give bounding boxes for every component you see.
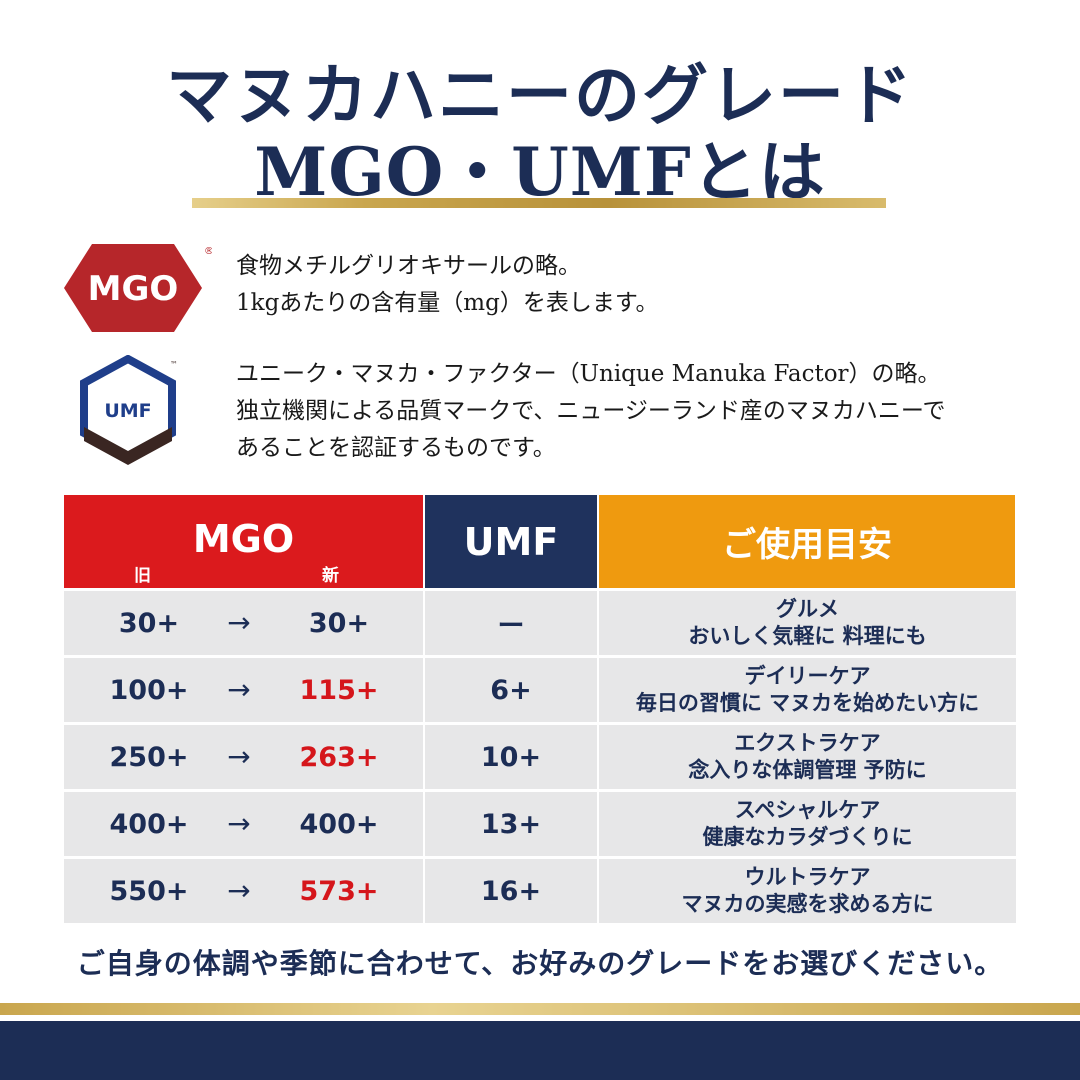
umf-value: ー <box>424 588 599 657</box>
footer-navy-band <box>0 1021 1080 1080</box>
mgo-new-value: 115+ <box>299 675 379 706</box>
arrow-icon: → <box>227 807 251 840</box>
mgo-old-value: 250+ <box>109 742 189 773</box>
umf-value: 16+ <box>424 856 599 923</box>
umf-logo-icon: UMF ™ <box>80 355 178 465</box>
header-mgo-label: MGO <box>192 517 295 561</box>
mgo-old-value: 550+ <box>109 876 189 907</box>
mgo-logo-text: MGO <box>88 269 179 309</box>
footer-gold-band <box>0 1003 1080 1015</box>
mgo-old-value: 100+ <box>109 675 189 706</box>
usage-cell: ウルトラケアマヌカの実感を求める方に <box>598 856 1016 923</box>
footer-message: ご自身の体調や季節に合わせて、お好みのグレードをお選びください。 <box>76 947 1004 980</box>
usage-description: 毎日の習慣に マヌカを始めたい方に <box>635 691 980 715</box>
page-title: マヌカハニーのグレード MGO・UMFとは <box>0 58 1080 212</box>
usage-title: エクストラケア <box>734 731 881 755</box>
usage-title: デイリーケア <box>744 664 871 688</box>
usage-cell: グルメおいしく気軽に 料理にも <box>598 588 1016 657</box>
grade-table-body: 30+ → 30+ ーグルメ おいしく気軽に 料理にも 100+ → 115+ 6+ デイリーケア… <box>64 588 1016 923</box>
usage-cell: エクストラケア念入りな体調管理 予防に <box>598 722 1016 791</box>
umf-description-line-1: ユニーク・マヌカ・ファクター（Unique Manuka Factor）の略。 <box>236 361 941 387</box>
mgo-new-value: 30+ <box>308 608 370 639</box>
usage-description: 念入りな体調管理 予防に <box>688 758 927 782</box>
usage-cell: デイリーケア毎日の習慣に マヌカを始めたい方に <box>598 655 1016 724</box>
table-row: 250+ → 263+ 10+ エクストラケア 念入りな体調管理 予防に <box>64 722 1016 791</box>
header-usage: ご使用目安 <box>598 495 1017 590</box>
header-mgo-old: 旧 <box>134 566 151 586</box>
mgo-cell: 550+ → 573+ <box>64 856 425 923</box>
mgo-new-value: 573+ <box>299 876 379 907</box>
mgo-new-value: 400+ <box>299 809 379 840</box>
mgo-cell: 250+ → 263+ <box>64 722 425 791</box>
grade-table: MGO 旧 新 UMF ご使用目安 30+ → 30+ ーグルメ おいしく気軽に 料理に… <box>64 495 1017 923</box>
umf-description-line-3: あることを認証するものです。 <box>236 435 556 461</box>
mgo-cell: 30+ → 30+ <box>64 588 425 657</box>
usage-cell: スペシャルケア健康なカラダづくりに <box>598 789 1016 858</box>
mgo-old-value: 30+ <box>118 608 180 639</box>
table-row: 550+ → 573+ 16+ ウルトラケア マヌカの実感を求める方に <box>64 856 1016 923</box>
arrow-icon: → <box>227 874 251 907</box>
umf-logo-text: UMF <box>104 400 151 422</box>
header-mgo-new: 新 <box>322 566 339 586</box>
usage-title: スペシャルケア <box>734 798 881 822</box>
table-row: 100+ → 115+ 6+ デイリーケア 毎日の習慣に マヌカを始めたい方に <box>64 655 1016 724</box>
mgo-description-line-1: 食物メチルグリオキサールの略。 <box>236 253 581 279</box>
trademark-mark: ™ <box>170 360 178 369</box>
usage-description: 健康なカラダづくりに <box>702 825 913 849</box>
umf-value: 10+ <box>424 722 599 791</box>
mgo-cell: 400+ → 400+ <box>64 789 425 858</box>
mgo-description-line-2: 1kgあたりの含有量（mg）を表します。 <box>236 290 659 316</box>
usage-description: おいしく気軽に 料理にも <box>688 624 927 648</box>
title-line-1: マヌカハニーのグレード <box>166 56 914 134</box>
usage-description: マヌカの実感を求める方に <box>681 892 934 916</box>
mgo-logo-icon: MGO ® <box>64 244 212 332</box>
table-row: 400+ → 400+ 13+ スペシャルケア 健康なカラダづくりに <box>64 789 1016 858</box>
arrow-icon: → <box>227 673 251 706</box>
mgo-old-value: 400+ <box>109 809 189 840</box>
mgo-new-value: 263+ <box>299 742 379 773</box>
usage-title: グルメ <box>776 597 839 621</box>
umf-description: ユニーク・マヌカ・ファクター（Unique Manuka Factor）の略。 … <box>236 356 946 467</box>
arrow-icon: → <box>227 740 251 773</box>
umf-value: 6+ <box>424 655 599 724</box>
footer-white-gap <box>0 1015 1080 1021</box>
umf-value: 13+ <box>424 789 599 858</box>
arrow-icon: → <box>227 606 251 639</box>
title-gold-divider <box>192 198 886 208</box>
usage-title: ウルトラケア <box>744 865 871 889</box>
umf-description-line-2: 独立機関による品質マークで、ニュージーランド産のマヌカハニーで <box>236 398 946 424</box>
header-umf: UMF <box>424 495 599 590</box>
mgo-cell: 100+ → 115+ <box>64 655 425 724</box>
header-mgo: MGO 旧 新 <box>64 495 425 590</box>
table-row: 30+ → 30+ ーグルメ おいしく気軽に 料理にも <box>64 588 1016 657</box>
table-header-row: MGO 旧 新 UMF ご使用目安 <box>64 495 1017 590</box>
mgo-description: 食物メチルグリオキサールの略。 1kgあたりの含有量（mg）を表します。 <box>236 248 659 322</box>
registered-mark: ® <box>204 246 212 257</box>
